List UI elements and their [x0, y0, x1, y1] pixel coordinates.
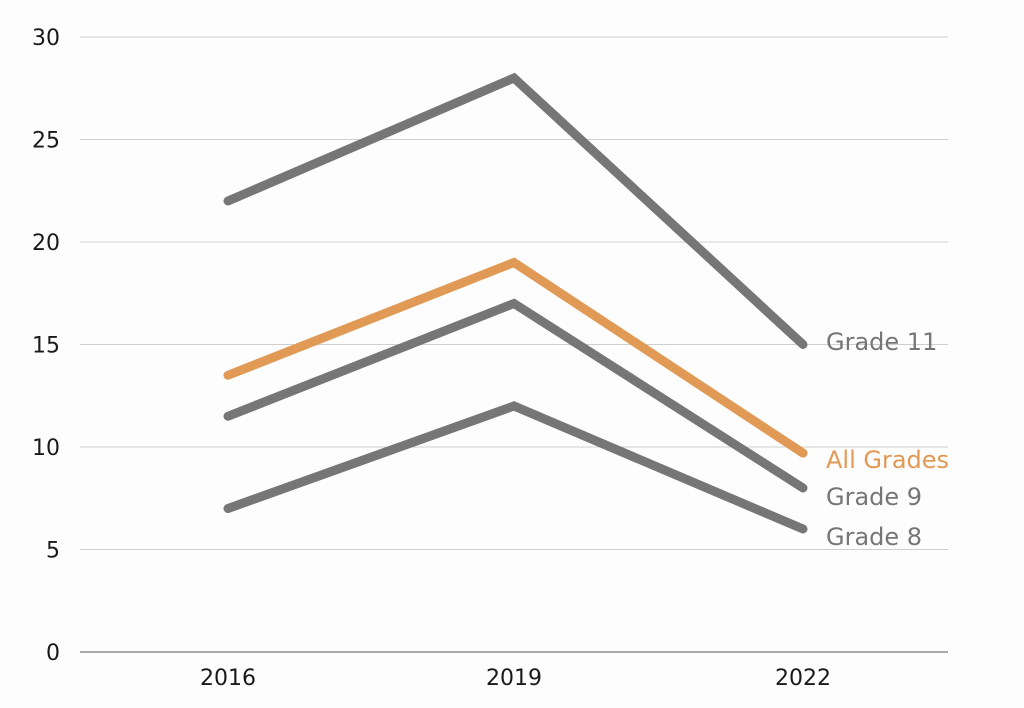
y-tick-label: 10	[32, 436, 60, 461]
gridlines	[80, 36, 948, 653]
y-tick-label: 5	[46, 539, 60, 564]
series-lines	[223, 72, 808, 534]
x-axis-ticks: 2016 2019 2022	[200, 666, 831, 691]
x-tick-label: 2022	[775, 666, 831, 691]
y-tick-label: 25	[32, 129, 60, 154]
series-line-all-grades	[223, 257, 808, 458]
y-tick-label: 15	[32, 334, 60, 359]
x-tick-label: 2019	[486, 666, 542, 691]
series-label-grade-9: Grade 9	[826, 483, 922, 511]
series-line-grade-8	[223, 401, 808, 534]
x-tick-label: 2016	[200, 666, 256, 691]
series-labels: Grade 11 All Grades Grade 9 Grade 8	[826, 328, 949, 551]
series-line-grade-11	[223, 72, 808, 349]
y-tick-label: 30	[32, 26, 60, 51]
y-tick-label: 0	[46, 641, 60, 666]
series-label-grade-8: Grade 8	[826, 523, 922, 551]
y-axis-ticks: 0 5 10 15 20 25 30	[32, 26, 60, 666]
y-tick-label: 20	[32, 231, 60, 256]
series-label-grade-11: Grade 11	[826, 328, 937, 356]
series-label-all-grades: All Grades	[826, 446, 949, 474]
series-line-grade-9	[223, 298, 808, 493]
